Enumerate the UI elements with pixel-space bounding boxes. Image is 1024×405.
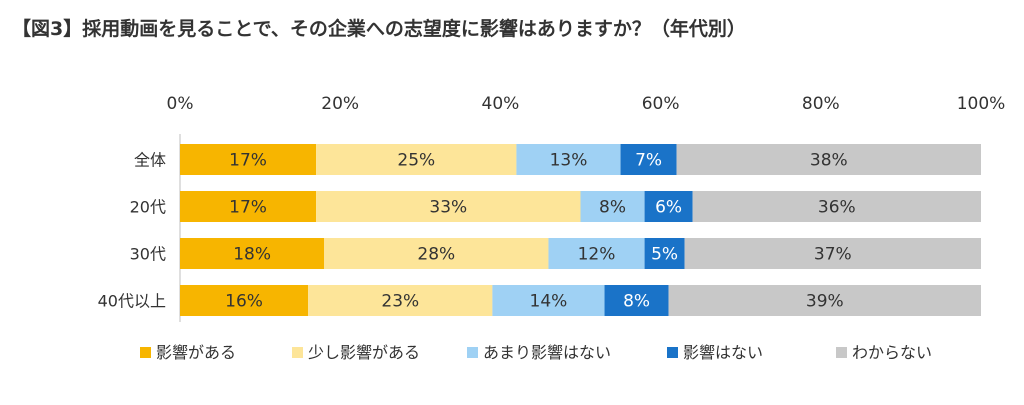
legend-swatch: [292, 347, 303, 358]
bar-segment: [180, 238, 325, 269]
chart-title: 【図3】採用動画を見ることで、その企業への志望度に影響はありますか？（年代別）: [12, 18, 746, 40]
x-tick-label: 60%: [642, 94, 680, 114]
data-label: 25%: [397, 151, 435, 171]
x-tick-label: 20%: [321, 94, 359, 114]
data-label: 14%: [530, 292, 568, 312]
x-tick-label: 40%: [482, 94, 520, 114]
bar-segment: [604, 285, 669, 316]
bar-segment: [516, 144, 621, 175]
category-label: 全体: [134, 151, 166, 170]
legend-swatch: [667, 347, 678, 358]
x-tick-label: 100%: [957, 94, 1006, 114]
bar-segment: [180, 191, 317, 222]
x-axis-ticks: 0% 20% 40% 60% 80% 100%: [167, 94, 1006, 114]
bar-segment: [580, 191, 645, 222]
bar-segment: [644, 191, 693, 222]
bars-group: 17% 25% 13% 7% 38% 17% 33% 8% 6% 36% 18% 28% 12% 5% 37…: [180, 144, 981, 316]
legend-label: 影響はない: [683, 343, 763, 362]
data-label: 17%: [229, 198, 267, 218]
legend-label: 影響がある: [156, 343, 236, 362]
data-label: 37%: [814, 245, 852, 265]
legend: 影響がある 少し影響がある あまり影響はない 影響はない わからない: [140, 343, 932, 362]
bar-segment: [692, 191, 981, 222]
bar-segment: [180, 144, 317, 175]
bar-segment: [180, 285, 309, 316]
bar-segment: [668, 285, 981, 316]
data-label: 39%: [806, 292, 844, 312]
bar-segment: [644, 238, 685, 269]
legend-swatch: [836, 347, 847, 358]
data-label: 5%: [651, 245, 678, 265]
legend-label: わからない: [852, 343, 932, 362]
x-tick-label: 0%: [167, 94, 194, 114]
bar-segment: [684, 238, 981, 269]
category-label: 40代以上: [98, 292, 166, 311]
bar-segment: [676, 144, 981, 175]
data-label: 38%: [810, 151, 848, 171]
data-label: 12%: [578, 245, 616, 265]
legend-label: あまり影響はない: [483, 343, 611, 362]
x-tick-label: 80%: [802, 94, 840, 114]
data-label: 16%: [225, 292, 263, 312]
data-label: 18%: [233, 245, 271, 265]
data-label: 17%: [229, 151, 267, 171]
data-label: 33%: [429, 198, 467, 218]
bar-segment: [548, 238, 645, 269]
bar-segment: [324, 238, 549, 269]
bar-segment: [492, 285, 605, 316]
data-label: 8%: [623, 292, 650, 312]
legend-swatch: [467, 347, 478, 358]
data-label: 6%: [655, 198, 682, 218]
category-label: 20代: [130, 198, 166, 217]
bar-segment: [316, 144, 517, 175]
data-label: 8%: [599, 198, 626, 218]
data-label: 13%: [550, 151, 588, 171]
data-label: 7%: [635, 151, 662, 171]
legend-label: 少し影響がある: [308, 343, 420, 362]
data-label: 23%: [381, 292, 419, 312]
data-label: 28%: [417, 245, 455, 265]
bar-segment: [308, 285, 493, 316]
bar-segment: [316, 191, 581, 222]
category-labels: 全体 20代 30代 40代以上: [98, 151, 166, 311]
legend-swatch: [140, 347, 151, 358]
data-label: 36%: [818, 198, 856, 218]
bar-segment: [620, 144, 677, 175]
category-label: 30代: [130, 245, 166, 264]
